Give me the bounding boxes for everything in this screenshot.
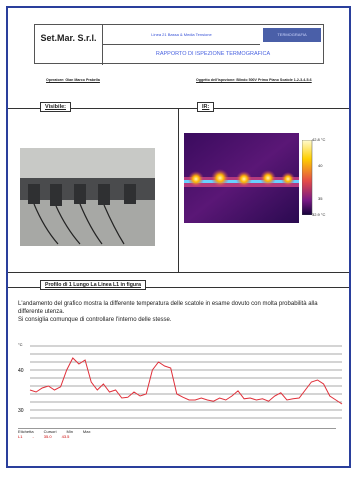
profile-divider [8,287,349,288]
chart-ylabel: °C [18,342,23,347]
report-header: Set.Mar. S.r.l. Linea 21 Bassa & Media T… [34,24,324,65]
chart-ytick-label: 30 [18,408,24,414]
section-divider-mid [178,108,179,272]
legend-row-label: L1 [18,434,23,439]
line-text: Linea 21 Bassa & Media Tensione [103,25,260,45]
legend-header-cursors: Cursori [43,429,57,434]
ir-label: IR: [197,102,215,112]
brand-badge: TERMOGRAFIA [263,28,321,42]
description-line-1: L'andamento del grafico mostra la differ… [18,301,318,315]
equipment-label: Oggetto dell'ispezione: Blindo 500V Prim… [196,78,312,82]
visible-photo [20,148,155,246]
report-title: RAPPORTO DI ISPEZIONE TERMOGRAFICA [155,51,271,57]
ir-scale-min: 32.9 °C [312,212,326,217]
operator-label: Operatore: Gian Marco Prabella [46,78,100,82]
profile-chart: °C 30 40 [18,342,343,419]
ir-scale-tick-40: 40 [318,163,323,168]
chart-series-line [29,357,343,405]
legend-header-min: Min [66,429,73,434]
ir-scale-tick-35: 35 [318,196,323,201]
page-frame [6,6,351,468]
company-logo: Set.Mar. S.r.l. [35,25,103,65]
ir-color-scale [302,140,313,215]
legend-row-max: 43.5 [61,434,70,439]
ir-thermal-image [184,133,299,223]
visible-label: Visibile: [40,102,71,112]
legend-table: Etichetta Cursori Min Max L1 - 35.0 43.5 [18,428,336,439]
description-line-2: Si consiglia comunque di controllare l'i… [18,317,172,323]
profile-label: Profilo di 1 Lungo La Linea L1 in figura [40,280,146,290]
description-text: L'andamento del grafico mostra la differ… [18,300,343,324]
legend-header-label: Etichetta [18,429,34,434]
legend-header-max: Max [82,429,91,434]
ir-scale-max: 42.8 °C [312,137,326,142]
legend-row-cursors: - [32,434,34,439]
section-divider-bottom [8,272,349,273]
chart-ytick-label: 40 [18,368,24,374]
company-name: Set.Mar. S.r.l. [40,33,97,43]
legend-row-min: 35.0 [43,434,52,439]
